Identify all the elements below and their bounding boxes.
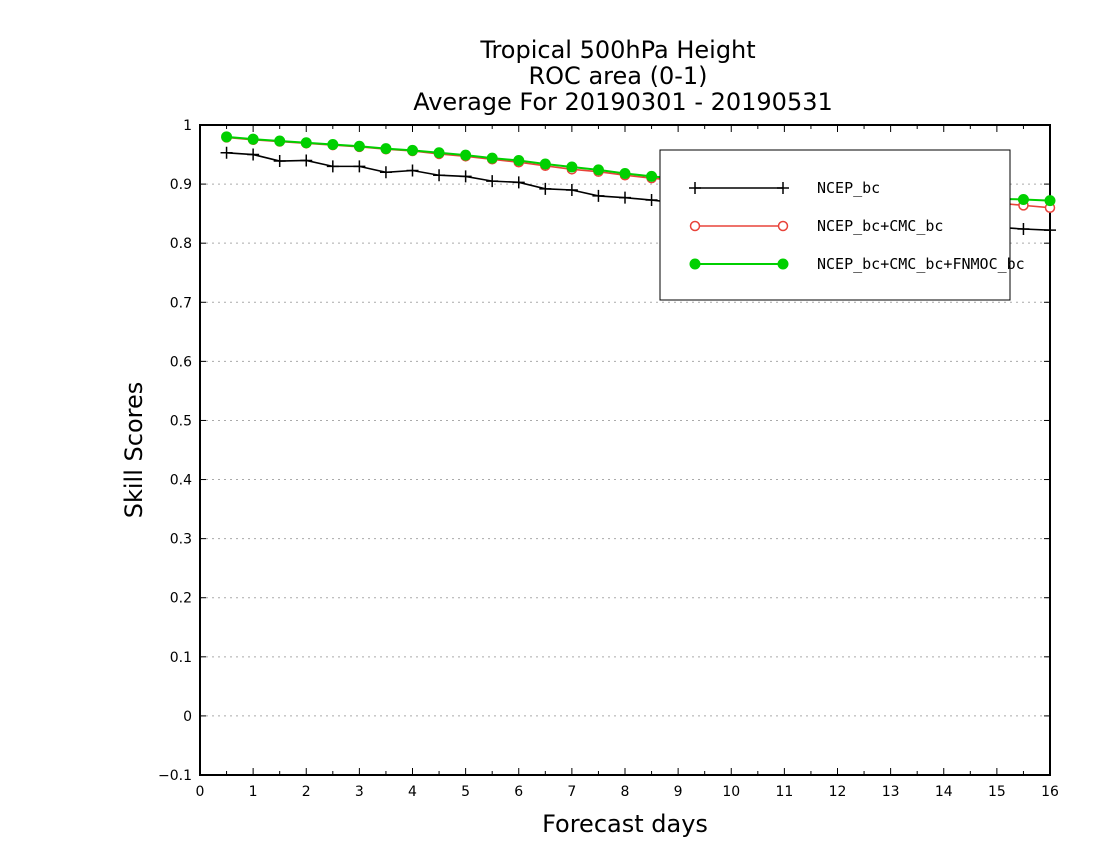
y-tick-label: 0.4: [170, 473, 192, 489]
chart-title-line-3: Average For 20190301 - 20190531: [413, 88, 833, 116]
data-point: [513, 154, 525, 166]
data-point: [619, 191, 631, 204]
x-tick-label: 6: [514, 784, 523, 800]
y-tick-label: 0.3: [170, 532, 192, 548]
data-point: [777, 220, 789, 232]
x-tick-label: 2: [302, 784, 311, 800]
y-tick-label: 1: [183, 118, 192, 134]
data-point: [274, 135, 286, 147]
data-point: [407, 144, 418, 156]
x-tick-label: 1: [249, 784, 258, 800]
data-point: [646, 170, 658, 182]
x-axis-label: Forecast days: [542, 810, 708, 838]
data-point: [539, 182, 552, 195]
data-point: [1044, 195, 1056, 207]
legend-item: NCEP_bc+CMC_bc: [689, 217, 943, 235]
data-point: [379, 166, 392, 179]
data-point: [486, 152, 498, 164]
y-tick-label: 0.5: [170, 413, 192, 429]
data-point: [353, 160, 366, 173]
y-tick-label: 0.2: [170, 591, 192, 607]
data-point: [433, 147, 445, 159]
axes: −0.100.10.20.30.40.50.60.70.80.910 1 2 3 4 5 6…: [158, 118, 1059, 800]
y-tick-label: 0: [183, 709, 192, 725]
chart-title-line-1: Tropical 500hPa Height: [479, 36, 755, 64]
data-point: [353, 140, 365, 152]
legend-label: NCEP_bc+CMC_bc: [817, 217, 943, 235]
x-tick-label: 12: [829, 784, 847, 800]
data-point: [592, 164, 604, 176]
x-tick-label: 14: [935, 784, 953, 800]
data-point: [273, 155, 286, 168]
legend-item: NCEP_bc+CMC_bc+FNMOC_bc: [689, 255, 1025, 273]
y-tick-label: 0.1: [170, 650, 192, 666]
legend-item: NCEP_bc: [689, 179, 880, 197]
chart-title: Tropical 500hPa Height ROC area (0-1) Av…: [413, 36, 833, 116]
x-tick-label: 8: [621, 784, 630, 800]
legend-box: [659, 149, 1011, 301]
data-point: [1017, 193, 1029, 205]
x-tick-label: 15: [988, 784, 1006, 800]
data-point: [220, 146, 233, 159]
data-point: [565, 184, 578, 196]
data-point: [459, 170, 472, 183]
x-tick-label: 7: [567, 784, 576, 800]
data-point: [300, 137, 312, 149]
x-tick-label: 16: [1041, 784, 1059, 800]
data-point: [433, 169, 446, 182]
x-tick-label: 10: [722, 784, 740, 800]
data-point: [689, 182, 701, 194]
data-point: [539, 158, 551, 170]
y-axis-label: Skill Scores: [120, 382, 148, 519]
data-point: [1044, 224, 1056, 237]
y-tick-label: −0.1: [158, 768, 192, 784]
legend: NCEP_bc NCEP_bc+CMC_bc NCEP_bc+CMC_bc+FNMO…: [659, 149, 1025, 301]
data-point: [592, 189, 605, 202]
data-point: [1017, 223, 1030, 235]
plot-frame: [199, 124, 1051, 776]
y-tick-label: 0.8: [170, 236, 192, 252]
data-point: [247, 148, 260, 161]
legend-label: NCEP_bc+CMC_bc+FNMOC_bc: [817, 255, 1025, 273]
data-point: [777, 258, 789, 270]
y-tick-label: 0.6: [170, 354, 192, 370]
data-point: [326, 160, 339, 173]
data-point: [486, 175, 499, 188]
data-point: [406, 164, 419, 177]
data-point: [512, 176, 525, 189]
x-tick-label: 13: [882, 784, 900, 800]
data-point: [645, 194, 658, 207]
data-point: [380, 143, 392, 155]
data-point: [221, 131, 233, 143]
y-tick-label: 0.7: [170, 295, 192, 311]
data-point: [689, 258, 701, 270]
x-tick-label: 0: [196, 784, 205, 800]
y-tick-label: 0.9: [170, 177, 192, 193]
data-point: [566, 161, 578, 173]
legend-label: NCEP_bc: [817, 179, 880, 197]
x-tick-label: 3: [355, 784, 364, 800]
x-tick-label: 11: [775, 784, 793, 800]
x-tick-label: 5: [461, 784, 470, 800]
data-point: [300, 154, 313, 167]
data-point: [689, 220, 701, 232]
data-point: [247, 133, 259, 145]
data-point: [777, 182, 789, 194]
data-point: [460, 149, 472, 161]
data-point: [619, 167, 631, 179]
chart-title-line-2: ROC area (0-1): [528, 62, 707, 90]
x-tick-label: 9: [674, 784, 683, 800]
data-point: [327, 139, 339, 150]
x-tick-label: 4: [408, 784, 417, 800]
